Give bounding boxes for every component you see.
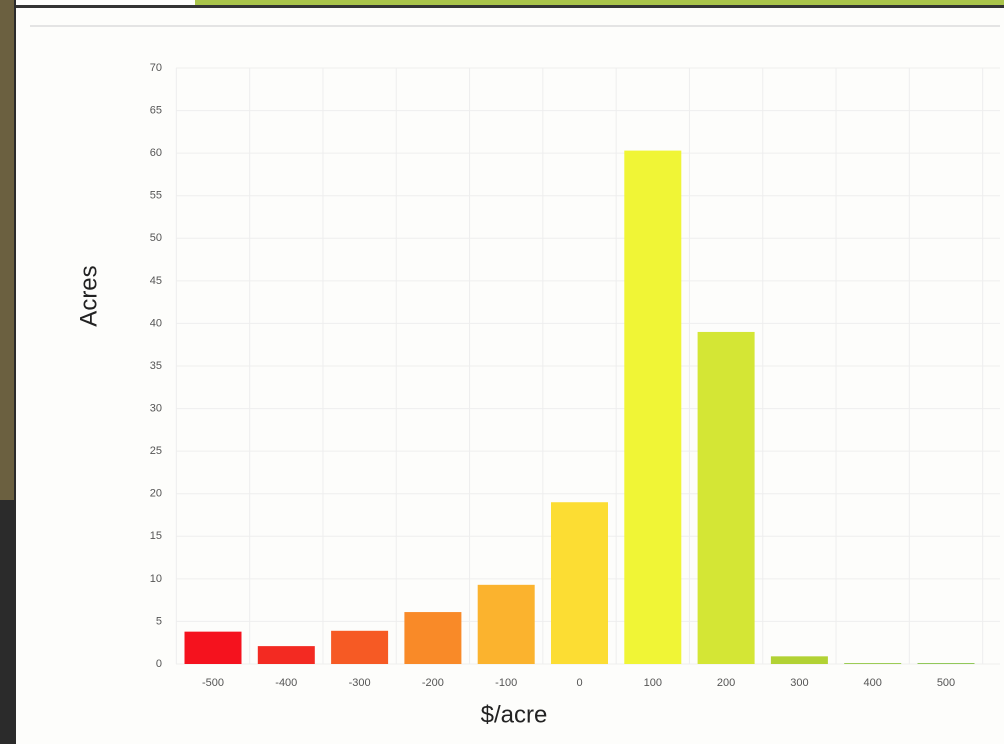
x-tick-label: 400 bbox=[864, 677, 882, 689]
x-tick-label: 100 bbox=[644, 677, 662, 689]
y-tick-label: 50 bbox=[150, 232, 162, 244]
x-tick-label: 500 bbox=[937, 677, 955, 689]
bar bbox=[624, 150, 682, 665]
bar bbox=[551, 502, 608, 664]
y-tick-label: 55 bbox=[150, 190, 162, 202]
bar bbox=[697, 331, 755, 664]
y-tick-label: 20 bbox=[150, 488, 162, 500]
y-tick-label: 25 bbox=[150, 445, 162, 457]
window-border bbox=[16, 5, 1004, 8]
bar bbox=[844, 663, 902, 664]
side-panel bbox=[0, 0, 14, 500]
y-tick-label: 40 bbox=[150, 317, 162, 329]
x-tick-label: -300 bbox=[349, 677, 371, 689]
bar bbox=[477, 584, 535, 664]
y-tick-label: 65 bbox=[150, 104, 162, 116]
x-tick-label: -100 bbox=[495, 677, 517, 689]
x-tick-label: -500 bbox=[202, 677, 224, 689]
bar bbox=[404, 612, 462, 664]
x-tick-label: -400 bbox=[275, 677, 297, 689]
y-tick-label: 0 bbox=[156, 658, 162, 670]
y-tick-label: 5 bbox=[156, 615, 162, 627]
y-axis-label: Acres bbox=[75, 265, 102, 326]
x-tick-label: 300 bbox=[790, 677, 808, 689]
bar bbox=[917, 663, 975, 664]
y-tick-label: 10 bbox=[150, 573, 162, 585]
y-tick-label: 15 bbox=[150, 530, 162, 542]
x-axis-label: $/acre bbox=[481, 701, 548, 728]
top-strip bbox=[195, 0, 1004, 5]
bar bbox=[184, 631, 242, 664]
bar bbox=[257, 646, 315, 664]
bar bbox=[770, 656, 828, 664]
y-tick-label: 45 bbox=[150, 275, 162, 287]
x-tick-label: 200 bbox=[717, 677, 735, 689]
y-tick-label: 30 bbox=[150, 402, 162, 414]
bar bbox=[331, 630, 389, 664]
x-tick-label: -200 bbox=[422, 677, 444, 689]
y-tick-label: 35 bbox=[150, 360, 162, 372]
y-tick-label: 70 bbox=[150, 62, 162, 74]
x-tick-label: 0 bbox=[576, 677, 582, 689]
y-tick-label: 60 bbox=[150, 147, 162, 159]
